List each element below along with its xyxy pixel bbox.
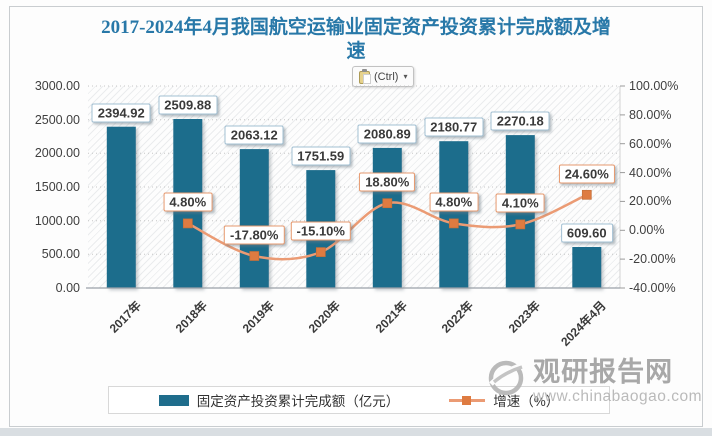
right-axis-tick-label: -40.00%	[629, 281, 676, 295]
bar-data-label: 2180.77	[424, 117, 484, 137]
x-axis-label: 2022年	[438, 298, 477, 336]
line-data-label: 18.80%	[359, 172, 416, 192]
line-series-swatch-icon	[449, 395, 486, 405]
right-axis-tick-label: 60.00%	[629, 136, 672, 151]
legend-item-investment: 固定资产投资累计完成额（亿元）	[158, 390, 400, 410]
left-axis-tick-label: 2500.00	[34, 112, 80, 127]
legend-item-growth: 增速（%）	[449, 390, 559, 410]
x-axis-label: 2020年	[305, 298, 344, 336]
line-data-label: -15.10%	[290, 221, 351, 241]
x-axis-label: 2019年	[239, 298, 277, 336]
left-axis-tick-label: 0.00	[55, 281, 80, 295]
bar-data-label: 2509.88	[158, 95, 218, 115]
right-axis-tick-label: 40.00%	[629, 165, 672, 180]
line-data-label: 24.60%	[558, 164, 615, 184]
paste-options-button[interactable]: (Ctrl) ▾	[352, 66, 415, 87]
right-axis-tick-label: 20.00%	[629, 194, 672, 209]
bar-data-label: 609.60	[560, 223, 613, 243]
right-axis-tick-label: -20.00%	[629, 252, 676, 267]
line-data-label: 4.80%	[163, 192, 213, 212]
left-axis-tick-label: 1000.00	[34, 213, 80, 228]
line-data-label: 4.10%	[495, 193, 545, 213]
bar-data-label: 2063.12	[224, 125, 284, 145]
line-data-label: -17.80%	[224, 225, 285, 245]
chevron-down-icon: ▾	[403, 72, 408, 81]
left-axis-tick-label: 1500.00	[34, 180, 80, 194]
paste-options-label: (Ctrl)	[374, 70, 399, 83]
window-bottom-edge	[0, 428, 712, 436]
right-axis-tick-label: 80.00%	[629, 107, 672, 122]
chart-title-line2: 速	[346, 41, 366, 62]
bar-series-swatch-icon	[158, 394, 189, 406]
line-data-label: 4.80%	[429, 192, 479, 212]
bar-data-label: 2270.18	[490, 111, 550, 131]
x-axis-label: 2024年4月	[558, 298, 610, 349]
left-axis-tick-label: 500.00	[41, 247, 80, 262]
x-axis-label: 2018年	[172, 298, 211, 336]
left-axis-tick-label: 3000.00	[34, 79, 80, 93]
legend-label-growth: 增速（%）	[493, 394, 560, 409]
right-axis-tick-label: 100.00%	[629, 79, 679, 93]
legend-label-investment: 固定资产投资累计完成额（亿元）	[196, 394, 400, 409]
right-axis-tick-label: 0.00%	[629, 223, 665, 238]
chart-legend: 固定资产投资累计完成额（亿元） 增速（%）	[108, 386, 610, 414]
x-axis-label: 2017年	[106, 298, 144, 336]
x-axis-label: 2021年	[372, 298, 410, 336]
clipboard-icon	[359, 69, 371, 84]
bar-data-label: 1751.59	[291, 146, 351, 166]
left-axis-tick-label: 2000.00	[34, 146, 80, 161]
chart-title-line1: 2017-2024年4月我国航空运输业固定资产投资累计完成额及增	[101, 17, 611, 38]
bar-data-label: 2394.92	[91, 103, 151, 123]
chart-title: 2017-2024年4月我国航空运输业固定资产投资累计完成额及增 速	[40, 16, 672, 64]
x-axis-label: 2023年	[505, 298, 543, 336]
watermark-name: 观研报告网	[533, 357, 674, 387]
bar-data-label: 2080.89	[357, 124, 417, 144]
